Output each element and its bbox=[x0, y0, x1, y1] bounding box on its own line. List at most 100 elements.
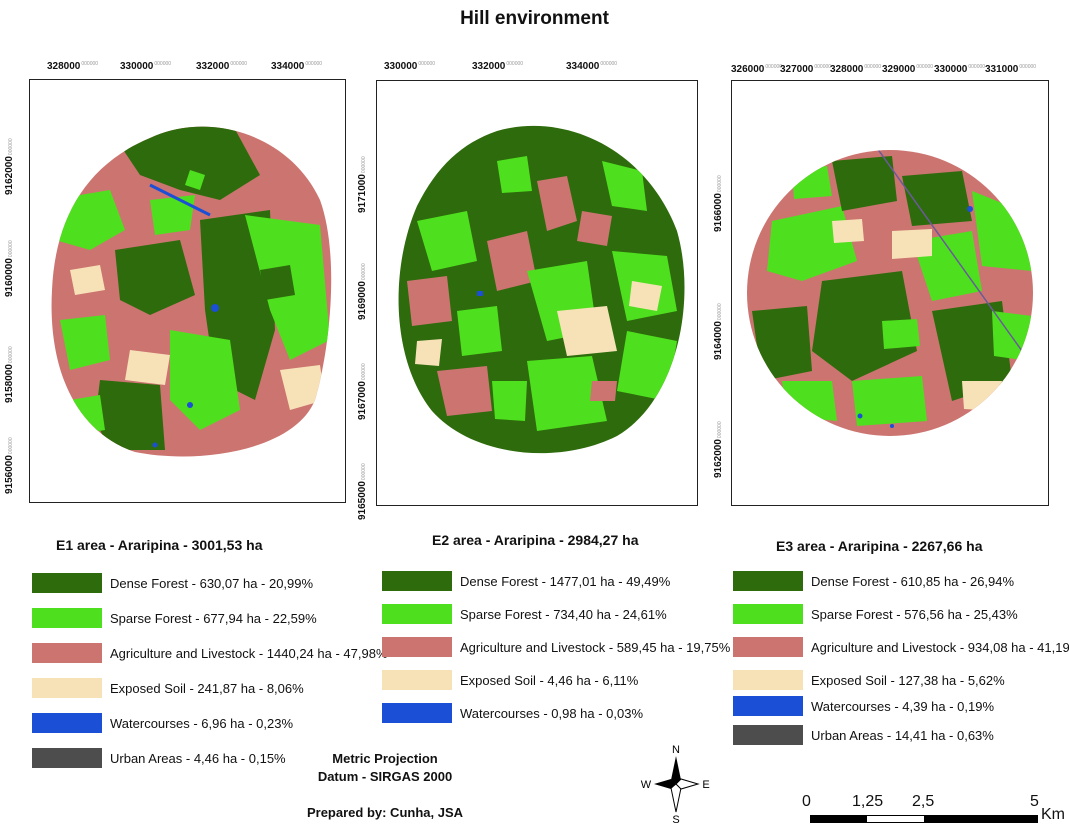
legend-label: Sparse Forest - 576,56 ha - 25,43% bbox=[811, 606, 1018, 622]
left-tick: 9158000000000 bbox=[4, 346, 15, 403]
top-tick: 331000000000 bbox=[985, 64, 1037, 75]
left-tick: 9160000000000 bbox=[4, 240, 15, 297]
west-label: W bbox=[641, 779, 652, 791]
left-tick: 9162000000000 bbox=[713, 421, 724, 478]
legend-swatch bbox=[32, 643, 102, 663]
legend-swatch bbox=[382, 571, 452, 591]
scale-label: 0 bbox=[802, 793, 811, 810]
top-tick: 332000000000 bbox=[472, 61, 524, 72]
legend-item: Urban Areas - 4,46 ha - 0,15% bbox=[32, 747, 286, 769]
left-tick: 9162000000000 bbox=[4, 138, 15, 195]
top-tick: 334000000000 bbox=[271, 61, 323, 72]
legend-item: Watercourses - 0,98 ha - 0,03% bbox=[382, 702, 643, 724]
land-use-map-e1 bbox=[51, 126, 332, 457]
map-frame-e3 bbox=[731, 80, 1049, 506]
top-tick: 329000000000 bbox=[882, 64, 934, 75]
land-use-map-e3 bbox=[747, 150, 1033, 436]
south-label: S bbox=[672, 814, 679, 824]
map-frame-e1 bbox=[29, 79, 346, 503]
left-tick: 9164000000000 bbox=[713, 303, 724, 360]
legend-item: Exposed Soil - 4,46 ha - 6,11% bbox=[382, 669, 638, 691]
scale-bar-segment bbox=[924, 815, 1038, 823]
left-tick: 9166000000000 bbox=[713, 175, 724, 232]
map-frame-e2 bbox=[376, 80, 698, 506]
legend-item: Dense Forest - 1477,01 ha - 49,49% bbox=[382, 570, 670, 592]
legend-label: Dense Forest - 610,85 ha - 26,94% bbox=[811, 573, 1015, 589]
legend-swatch bbox=[32, 748, 102, 768]
scale-bar-segment bbox=[810, 815, 867, 823]
prepared-by-note: Prepared by: Cunha, JSA bbox=[306, 805, 464, 820]
legend-item: Exposed Soil - 241,87 ha - 8,06% bbox=[32, 677, 304, 699]
top-tick: 326000000000 bbox=[731, 64, 783, 75]
legend-swatch bbox=[733, 670, 803, 690]
left-tick: 9167000000000 bbox=[357, 363, 368, 420]
legend-item: Dense Forest - 630,07 ha - 20,99% bbox=[32, 572, 313, 594]
legend-swatch bbox=[382, 604, 452, 624]
left-tick: 9156000000000 bbox=[4, 437, 15, 494]
scale-label: 5 bbox=[1030, 793, 1039, 810]
legend-label: Exposed Soil - 4,46 ha - 6,11% bbox=[460, 672, 639, 688]
legend-label: Sparse Forest - 734,40 ha - 24,61% bbox=[460, 606, 667, 622]
legend-title: E3 area - Araripina - 2267,66 ha bbox=[776, 538, 983, 554]
top-tick: 330000000000 bbox=[934, 64, 986, 75]
legend-item: Agriculture and Livestock - 1440,24 ha -… bbox=[32, 642, 388, 664]
legend-swatch bbox=[382, 670, 452, 690]
east-label: E bbox=[702, 779, 709, 791]
scale-unit: Km bbox=[1041, 806, 1065, 823]
legend-title: E2 area - Araripina - 2984,27 ha bbox=[432, 532, 639, 548]
legend-swatch bbox=[733, 571, 803, 591]
legend-label: Urban Areas - 4,46 ha - 0,15% bbox=[110, 750, 286, 766]
figure-title: Hill environment bbox=[460, 8, 609, 29]
legend-label: Agriculture and Livestock - 589,45 ha - … bbox=[460, 639, 731, 655]
legend-item: Agriculture and Livestock - 934,08 ha - … bbox=[733, 636, 1069, 658]
legend-swatch bbox=[733, 725, 803, 745]
left-tick: 9169000000000 bbox=[357, 263, 368, 320]
legend-swatch bbox=[733, 604, 803, 624]
legend-label: Exposed Soil - 241,87 ha - 8,06% bbox=[110, 680, 304, 696]
north-arrow-icon: N S E W bbox=[641, 744, 710, 824]
legend-label: Urban Areas - 14,41 ha - 0,63% bbox=[811, 727, 994, 743]
legend-swatch bbox=[382, 703, 452, 723]
legend-swatch bbox=[733, 637, 803, 657]
legend-item: Sparse Forest - 677,94 ha - 22,59% bbox=[32, 607, 317, 629]
legend-item: Urban Areas - 14,41 ha - 0,63% bbox=[733, 724, 994, 746]
legend-item: Exposed Soil - 127,38 ha - 5,62% bbox=[733, 669, 1005, 691]
top-tick: 332000000000 bbox=[196, 61, 248, 72]
legend-label: Agriculture and Livestock - 1440,24 ha -… bbox=[110, 645, 388, 661]
projection-note: Metric Projection bbox=[332, 751, 438, 766]
left-tick: 9165000000000 bbox=[357, 463, 368, 520]
land-use-map-e2 bbox=[398, 125, 685, 454]
legend-swatch bbox=[733, 696, 803, 716]
legend-label: Agriculture and Livestock - 934,08 ha - … bbox=[811, 639, 1069, 655]
legend-swatch bbox=[382, 637, 452, 657]
legend-label: Dense Forest - 630,07 ha - 20,99% bbox=[110, 575, 314, 591]
scale-label: 2,5 bbox=[912, 793, 935, 810]
legend-swatch bbox=[32, 608, 102, 628]
legend-label: Dense Forest - 1477,01 ha - 49,49% bbox=[460, 573, 671, 589]
top-tick: 330000000000 bbox=[384, 61, 436, 72]
legend-swatch bbox=[32, 573, 102, 593]
legend-item: Dense Forest - 610,85 ha - 26,94% bbox=[733, 570, 1014, 592]
legend-item: Sparse Forest - 734,40 ha - 24,61% bbox=[382, 603, 667, 625]
north-label: N bbox=[672, 744, 680, 756]
legend-label: Exposed Soil - 127,38 ha - 5,62% bbox=[811, 672, 1005, 688]
top-tick: 330000000000 bbox=[120, 61, 172, 72]
legend-swatch bbox=[32, 713, 102, 733]
legend-title: E1 area - Araripina - 3001,53 ha bbox=[56, 537, 263, 553]
legend-label: Sparse Forest - 677,94 ha - 22,59% bbox=[110, 610, 317, 626]
legend-item: Agriculture and Livestock - 589,45 ha - … bbox=[382, 636, 730, 658]
legend-item: Watercourses - 4,39 ha - 0,19% bbox=[733, 695, 994, 717]
top-tick: 328000000000 bbox=[830, 64, 882, 75]
legend-item: Sparse Forest - 576,56 ha - 25,43% bbox=[733, 603, 1018, 625]
legend-label: Watercourses - 4,39 ha - 0,19% bbox=[811, 698, 995, 714]
legend-item: Watercourses - 6,96 ha - 0,23% bbox=[32, 712, 293, 734]
datum-note: Datum - SIRGAS 2000 bbox=[317, 769, 453, 784]
top-tick: 328000000000 bbox=[47, 61, 99, 72]
top-tick: 334000000000 bbox=[566, 61, 618, 72]
legend-label: Watercourses - 6,96 ha - 0,23% bbox=[110, 715, 294, 731]
legend-swatch bbox=[32, 678, 102, 698]
left-tick: 9171000000000 bbox=[357, 156, 368, 213]
legend-label: Watercourses - 0,98 ha - 0,03% bbox=[460, 705, 644, 721]
scale-label: 1,25 bbox=[852, 793, 884, 810]
top-tick: 327000000000 bbox=[780, 64, 832, 75]
